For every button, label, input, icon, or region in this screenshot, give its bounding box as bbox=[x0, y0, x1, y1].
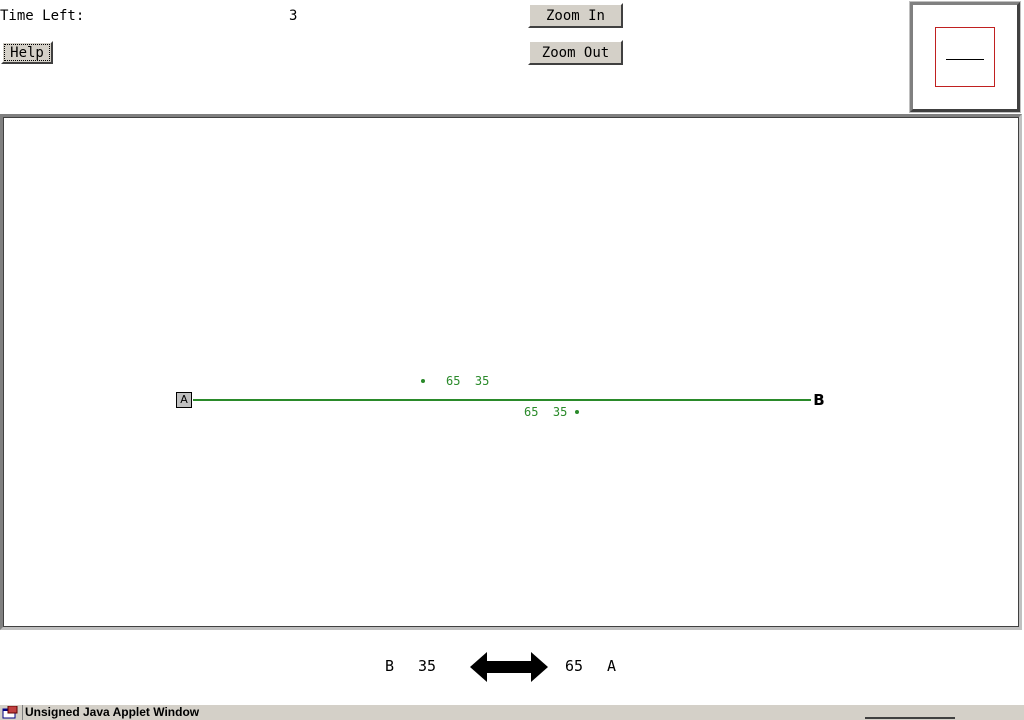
minimap[interactable] bbox=[909, 1, 1021, 113]
statusbar-divider bbox=[865, 717, 955, 719]
zoom-in-button[interactable]: Zoom In bbox=[528, 3, 623, 28]
edge-marker-top bbox=[421, 379, 425, 383]
time-left-label: Time Left: bbox=[0, 8, 85, 24]
flow-right-node: A bbox=[607, 657, 617, 675]
graph-canvas[interactable]: A B 65 35 65 35 bbox=[0, 114, 1022, 630]
node-a[interactable]: A bbox=[176, 392, 192, 408]
help-button[interactable]: Help bbox=[1, 41, 53, 64]
applet-statusbar: Unsigned Java Applet Window bbox=[0, 704, 1024, 720]
edge-marker-bottom bbox=[575, 410, 579, 414]
minimap-viewport[interactable] bbox=[935, 27, 995, 87]
zoom-out-button[interactable]: Zoom Out bbox=[528, 40, 623, 65]
java-applet-icon bbox=[2, 706, 18, 719]
edge-a-b[interactable] bbox=[193, 399, 811, 401]
edge-label-top: 65 35 bbox=[446, 374, 490, 388]
node-b[interactable]: B bbox=[813, 391, 825, 409]
flow-right-value: 65 bbox=[565, 657, 584, 675]
double-arrow-icon[interactable] bbox=[470, 650, 548, 684]
edge-label-bottom: 65 35 bbox=[524, 405, 568, 419]
statusbar-text: Unsigned Java Applet Window bbox=[22, 705, 199, 720]
flow-left-node: B bbox=[385, 657, 395, 675]
time-left-value: 3 bbox=[289, 8, 298, 24]
minimap-edge bbox=[946, 59, 984, 60]
flow-left-value: 35 bbox=[418, 657, 437, 675]
